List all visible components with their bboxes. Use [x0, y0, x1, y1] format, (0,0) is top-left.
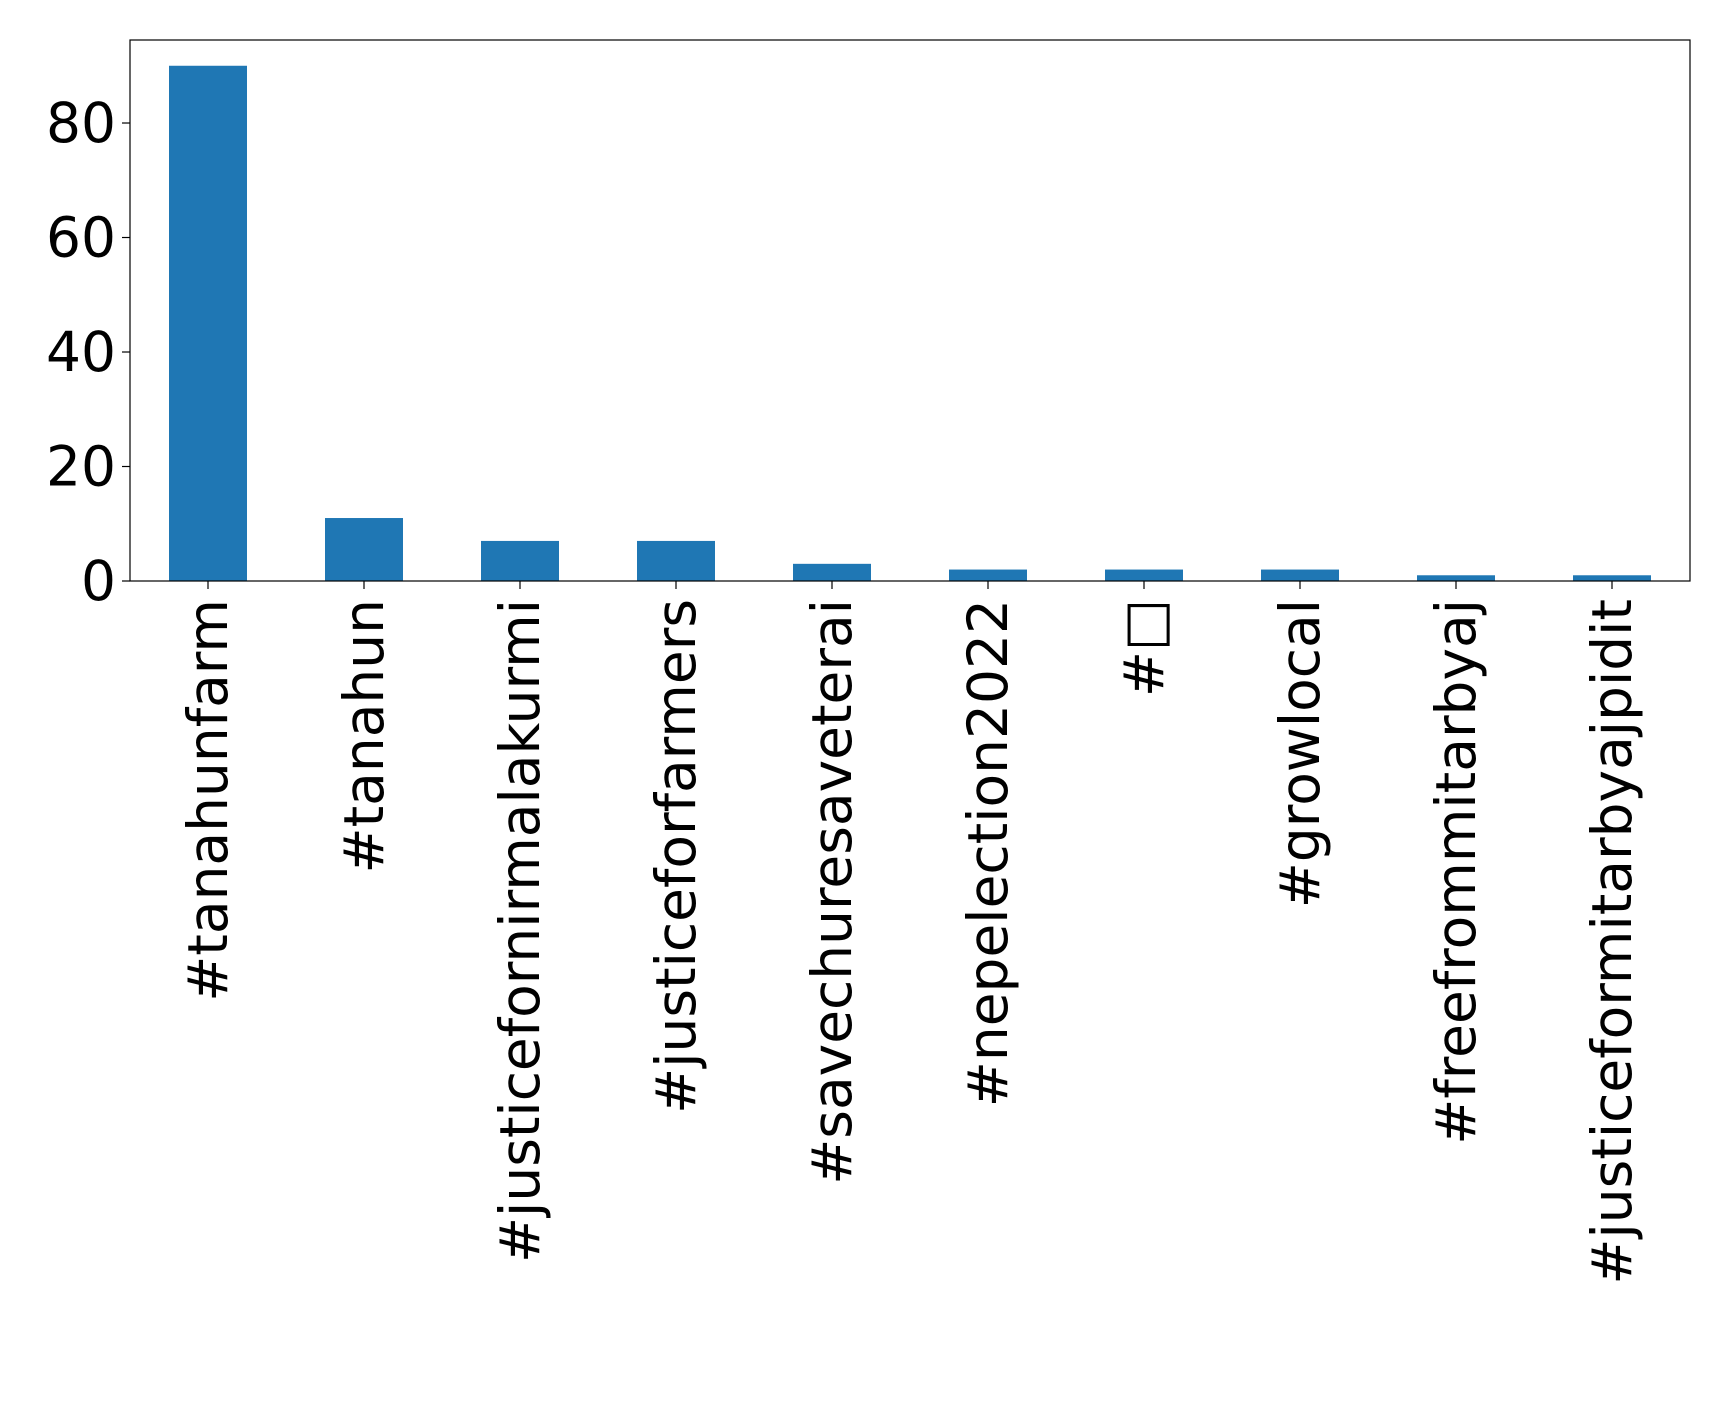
bars-layer [169, 65, 1651, 581]
x-tick-label-2: #justicefornirmalakurmi [488, 599, 552, 1263]
x-tick-label-6: #□ [1112, 599, 1176, 697]
bar-5 [949, 569, 1027, 581]
x-tick-label-9: #justiceformitarbyajpidit [1580, 599, 1644, 1285]
bar-7 [1261, 569, 1339, 581]
x-tick-label-8: #freefrommitarbyaj [1424, 599, 1488, 1145]
bar-4 [793, 563, 871, 581]
bar-1 [325, 518, 403, 581]
bar-3 [637, 540, 715, 581]
y-tick-label-1: 20 [46, 435, 116, 499]
y-axis: 0 20 40 60 80 [46, 91, 130, 613]
x-tick-label-7: #growlocal [1268, 599, 1332, 908]
y-tick-label-0: 0 [81, 549, 116, 613]
y-tick-label-4: 80 [46, 91, 116, 155]
bar-8 [1417, 575, 1495, 581]
x-tick-label-0: #tanahunfarm [176, 599, 240, 1002]
x-tick-label-3: #justiceforfarmers [644, 599, 708, 1114]
bar-2 [481, 540, 559, 581]
x-tick-label-1: #tanahun [332, 599, 396, 874]
y-tick-label-2: 40 [46, 320, 116, 384]
bar-9 [1573, 575, 1651, 581]
bar-6 [1105, 569, 1183, 581]
bar-0 [169, 65, 247, 581]
x-tick-label-5: #nepelection2022 [956, 599, 1020, 1107]
x-axis: #tanahunfarm #tanahun #justicefornirmalaku… [176, 581, 1644, 1285]
y-tick-label-3: 60 [46, 206, 116, 270]
x-tick-label-4: #savechuresaveterai [800, 599, 864, 1185]
plot-frame [129, 39, 1691, 582]
